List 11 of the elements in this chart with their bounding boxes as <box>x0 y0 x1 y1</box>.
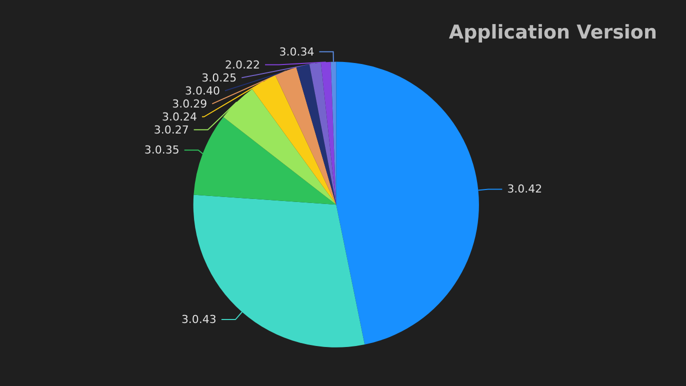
slice-label: 3.0.43 <box>181 313 216 326</box>
slice-label: 3.0.25 <box>202 71 237 84</box>
slice-label: 3.0.24 <box>162 110 197 124</box>
slice-label: 3.0.35 <box>144 144 180 157</box>
chart-title: Application Version <box>448 22 658 44</box>
slice-label: 3.0.34 <box>279 45 314 58</box>
slice-label: 2.0.22 <box>225 58 260 72</box>
slice-label: 3.0.27 <box>154 123 189 136</box>
slice-label: 3.0.42 <box>507 182 542 196</box>
slice-label: 3.0.29 <box>172 97 208 110</box>
slice-label: 3.0.40 <box>184 84 220 98</box>
